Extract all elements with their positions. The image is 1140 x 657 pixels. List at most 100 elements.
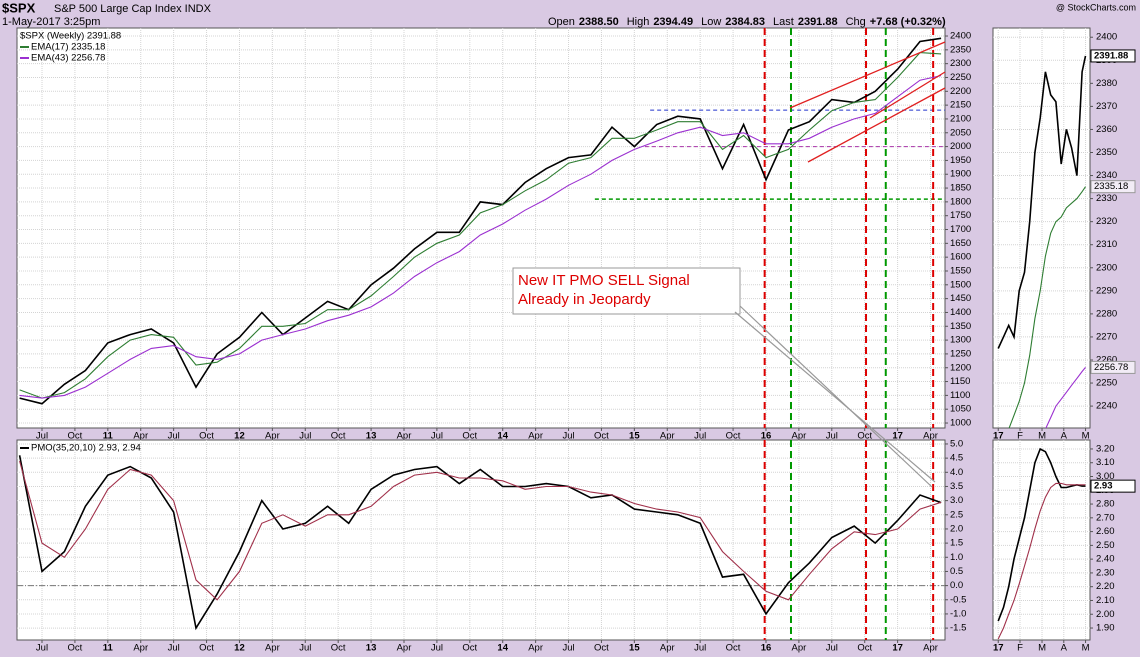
annotation-text: Already in Jeopardy (518, 291, 651, 308)
x-tick-label: A (1061, 431, 1068, 442)
x-tick-label: 12 (234, 643, 245, 654)
x-tick-label: Jul (431, 643, 443, 654)
y-tick-label: 3.00 (1096, 471, 1115, 482)
x-tick-label: Oct (857, 643, 872, 654)
x-tick-label: Apr (265, 431, 280, 442)
x-tick-label: Oct (594, 643, 609, 654)
y-tick-label: 2.10 (1096, 595, 1115, 606)
quote-label: Last (773, 16, 794, 28)
y-tick-label: 1.0 (950, 552, 963, 563)
y-tick-label: 4.5 (950, 453, 963, 464)
x-tick-label: 16 (761, 643, 772, 654)
y-tick-label: 1700 (950, 224, 971, 235)
y-tick-label: 1050 (950, 404, 971, 415)
symbol: $SPX (2, 0, 36, 15)
x-tick-label: 13 (366, 643, 377, 654)
x-tick-label: M (1082, 643, 1090, 654)
y-tick-label: 2050 (950, 127, 971, 138)
y-tick-label: 1850 (950, 183, 971, 194)
y-tick-label: 1250 (950, 348, 971, 359)
y-tick-label: 2300 (950, 58, 971, 69)
y-tick-label: 2300 (1096, 262, 1117, 273)
y-tick-label: 2340 (1096, 170, 1117, 181)
y-tick-label: -0.5 (950, 594, 966, 605)
x-tick-label: Jul (826, 431, 838, 442)
y-tick-label: 1.5 (950, 538, 963, 549)
y-tick-label: 2360 (1096, 124, 1117, 135)
y-tick-label: 1000 (950, 418, 971, 429)
annotation-pointer (734, 311, 936, 483)
quote-label: Low (701, 16, 721, 28)
y-tick-label: 2310 (1096, 239, 1117, 250)
y-tick-label: 3.10 (1096, 457, 1115, 468)
x-tick-label: Apr (528, 643, 543, 654)
y-tick-label: -1.5 (950, 623, 966, 634)
x-tick-label: 11 (103, 643, 114, 654)
y-tick-label: 5.0 (950, 438, 963, 449)
y-tick-label: 2100 (950, 113, 971, 124)
x-tick-label: Apr (397, 643, 412, 654)
series-line (19, 460, 942, 601)
y-tick-label: 2320 (1096, 216, 1117, 227)
trend-line (807, 87, 946, 163)
legend-entry: EMA(43) 2256.78 (31, 53, 105, 64)
x-tick-label: Jul (826, 643, 838, 654)
series-line (1008, 186, 1086, 428)
x-tick-label: Apr (791, 643, 806, 654)
x-tick-label: Jul (562, 431, 574, 442)
y-tick-label: 2.0 (950, 523, 963, 534)
x-tick-label: Oct (462, 643, 477, 654)
x-tick-label: A (1061, 643, 1068, 654)
x-tick-label: Jul (694, 643, 706, 654)
value-tag-label: 2.93 (1094, 481, 1113, 492)
y-tick-label: 2.80 (1096, 499, 1115, 510)
y-tick-label: 1800 (950, 196, 971, 207)
y-tick-label: 4.0 (950, 467, 963, 478)
x-tick-label: M (1038, 643, 1046, 654)
x-tick-label: Apr (528, 431, 543, 442)
x-tick-label: Apr (397, 431, 412, 442)
y-tick-label: 3.0 (950, 495, 963, 506)
y-tick-label: 2350 (1096, 147, 1117, 158)
y-tick-label: 2.20 (1096, 581, 1115, 592)
quote-label: Chg (846, 16, 866, 28)
x-tick-label: Oct (726, 431, 741, 442)
x-tick-label: Jul (36, 431, 48, 442)
x-tick-label: Apr (265, 643, 280, 654)
y-tick-label: 1150 (950, 376, 970, 387)
quote-value: +7.68 (+0.32%) (870, 16, 946, 28)
y-tick-label: 1.90 (1096, 623, 1115, 634)
y-tick-label: 1550 (950, 266, 971, 277)
series-line (19, 37, 942, 405)
y-tick-label: 1900 (950, 169, 971, 180)
y-tick-label: 3.5 (950, 481, 963, 492)
x-tick-label: M (1082, 431, 1090, 442)
quote-value: 2394.49 (653, 16, 693, 28)
y-tick-label: 2270 (1096, 331, 1117, 342)
y-tick-label: 1300 (950, 335, 971, 346)
y-tick-label: 2330 (1096, 193, 1117, 204)
y-tick-label: 2000 (950, 141, 971, 152)
y-tick-label: 2280 (1096, 308, 1117, 319)
quote: Open 2388.50 High 2394.49 Low 2384.83 Last 2391… (548, 16, 946, 28)
value-tag-label: 2335.18 (1094, 181, 1128, 192)
series-line (19, 75, 942, 399)
x-tick-label: Jul (299, 431, 311, 442)
y-tick-label: 2290 (1096, 285, 1117, 296)
x-tick-label: Oct (199, 431, 214, 442)
x-tick-label: 17 (892, 431, 903, 442)
x-tick-label: 17 (993, 431, 1004, 442)
x-tick-label: 15 (629, 643, 640, 654)
panel (992, 439, 1091, 641)
y-tick-label: 2250 (1096, 378, 1117, 389)
x-tick-label: Jul (562, 643, 574, 654)
series-line (19, 52, 942, 399)
y-tick-label: -1.0 (950, 608, 966, 619)
x-tick-label: M (1038, 431, 1046, 442)
x-tick-label: Oct (594, 431, 609, 442)
x-tick-label: Apr (133, 431, 148, 442)
y-tick-label: 2400 (950, 31, 971, 42)
x-tick-label: Apr (660, 643, 675, 654)
y-tick-label: 0.5 (950, 566, 963, 577)
